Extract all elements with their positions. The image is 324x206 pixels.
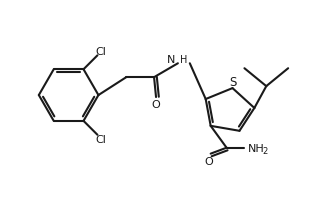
Text: N: N — [167, 55, 175, 65]
Text: Cl: Cl — [95, 134, 106, 144]
Text: O: O — [152, 99, 160, 109]
Text: S: S — [229, 75, 236, 88]
Text: Cl: Cl — [95, 47, 106, 57]
Text: H: H — [180, 55, 187, 65]
Text: 2: 2 — [263, 146, 268, 155]
Text: O: O — [204, 156, 213, 166]
Text: NH: NH — [248, 143, 265, 153]
